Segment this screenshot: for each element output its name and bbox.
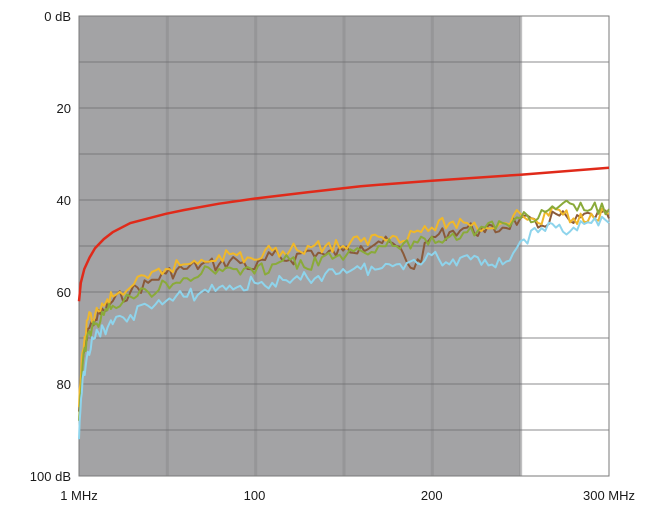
series-line-2 [78,206,610,408]
tick-labels: 0 dB 20 40 60 80 100 dB 1 MHz 100 200 300 MHz [30,9,635,503]
y-tick-label: 80 [57,377,71,392]
y-tick-label: 0 dB [44,9,71,24]
x-tick-label: 1 MHz [60,488,98,503]
series-line-3 [78,199,610,421]
y-tick-label: 60 [57,285,71,300]
x-tick-label: 300 MHz [583,488,635,503]
plot-frame [78,15,610,477]
y-tick-label: 40 [57,193,71,208]
x-tick-label: 100 [244,488,266,503]
x-tick-label: 200 [421,488,443,503]
limit-line [77,166,610,302]
y-tick-label: 100 dB [30,469,71,484]
y-tick-label: 20 [57,101,71,116]
series-layer [78,199,610,440]
series-line-4 [78,215,610,440]
